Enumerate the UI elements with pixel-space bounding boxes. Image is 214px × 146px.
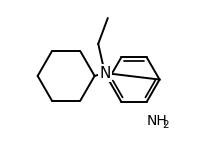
Text: N: N — [99, 66, 110, 80]
Text: 2: 2 — [162, 120, 168, 130]
Text: NH: NH — [146, 114, 167, 128]
